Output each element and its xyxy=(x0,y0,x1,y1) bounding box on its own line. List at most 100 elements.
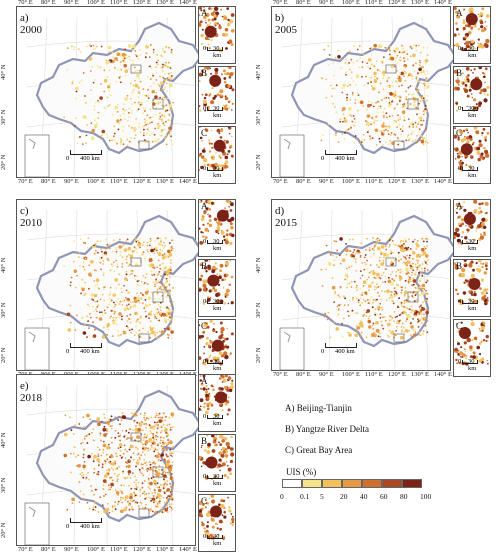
urban-dot xyxy=(168,46,171,49)
china-map xyxy=(24,384,208,546)
urban-dot xyxy=(382,259,385,262)
urban-dot xyxy=(201,215,205,219)
urban-dot xyxy=(165,311,168,313)
urban-dot xyxy=(153,140,155,142)
urban-dot xyxy=(409,103,412,105)
urban-dot xyxy=(403,57,405,59)
inset-map xyxy=(199,495,235,540)
lon-tick-label: 120° E xyxy=(133,546,151,553)
urban-dot xyxy=(73,46,76,49)
urban-dot xyxy=(204,73,208,77)
urban-dot xyxy=(407,139,410,141)
urban-dot xyxy=(155,424,158,426)
urban-dot xyxy=(465,357,468,360)
urban-dot xyxy=(134,299,138,304)
urban-dot xyxy=(122,497,124,500)
urban-dot xyxy=(92,44,95,47)
urban-dot xyxy=(368,247,371,249)
urban-dot xyxy=(72,452,75,455)
urban-dot xyxy=(98,287,100,290)
urban-dot xyxy=(136,292,138,295)
urban-dot xyxy=(395,120,398,123)
urban-dot xyxy=(167,327,170,330)
urban-dot xyxy=(419,134,421,137)
urban-dot xyxy=(346,119,348,122)
urban-dot xyxy=(155,436,157,439)
urban-dot xyxy=(224,354,229,360)
urban-dot xyxy=(411,284,413,286)
urban-dot xyxy=(346,267,348,270)
urban-dot xyxy=(468,164,472,169)
urban-dot xyxy=(222,499,226,503)
urban-dot xyxy=(218,25,222,30)
urban-dot xyxy=(403,326,405,329)
inset-letter: C xyxy=(201,128,208,138)
urban-dot xyxy=(228,132,231,135)
urban-dot xyxy=(223,510,226,514)
urban-dot xyxy=(410,47,413,50)
urban-dot xyxy=(379,313,382,316)
urban-dot xyxy=(208,150,212,153)
urban-dot xyxy=(480,357,485,361)
urban-dot xyxy=(159,416,162,419)
urban-dot xyxy=(365,120,367,122)
urban-dot xyxy=(119,434,122,437)
urban-dot xyxy=(213,23,215,25)
urban-dot xyxy=(153,252,156,255)
urban-dot xyxy=(172,483,174,485)
urban-dot xyxy=(133,492,136,495)
china-map xyxy=(279,209,463,371)
urban-dot xyxy=(122,108,125,111)
urban-dot xyxy=(97,99,99,102)
urban-dot xyxy=(135,325,138,328)
urban-dot xyxy=(134,278,137,281)
urban-dot xyxy=(169,485,172,488)
urban-dot xyxy=(117,419,119,421)
urban-dot xyxy=(87,303,89,306)
urban-dot xyxy=(136,486,139,489)
urban-dot xyxy=(170,249,173,252)
urban-dot xyxy=(460,159,462,162)
urban-dot xyxy=(166,483,169,486)
urban-dot xyxy=(122,112,125,115)
urban-dot xyxy=(107,484,110,487)
urban-dot xyxy=(390,318,393,321)
urban-dot xyxy=(389,239,391,241)
urban-dot xyxy=(214,67,219,72)
urban-dot xyxy=(210,142,213,145)
urban-dot xyxy=(483,43,488,47)
urban-dot xyxy=(122,452,125,455)
urban-dot xyxy=(125,273,128,276)
urban-dot xyxy=(169,428,172,431)
urban-dot xyxy=(412,262,414,265)
urban-dot xyxy=(227,201,231,204)
urban-dot xyxy=(147,479,150,481)
urban-dot xyxy=(122,129,124,132)
urban-dot xyxy=(135,44,137,47)
urban-dot xyxy=(152,74,155,77)
urban-dot xyxy=(373,252,375,255)
urban-dot xyxy=(476,146,481,151)
urban-dot xyxy=(151,140,154,143)
urban-dot xyxy=(120,138,122,140)
urban-dot xyxy=(87,237,90,239)
urban-dot xyxy=(149,336,151,339)
urban-dot xyxy=(473,238,476,242)
urban-dot xyxy=(69,416,71,419)
urban-dot xyxy=(412,53,416,58)
urban-dot xyxy=(92,299,95,301)
urban-dot xyxy=(224,33,229,37)
urban-dot xyxy=(408,308,411,311)
urban-dot xyxy=(232,524,234,526)
urban-dot xyxy=(401,51,403,54)
urban-dot xyxy=(155,317,158,320)
urban-dot xyxy=(202,157,208,163)
urban-dot xyxy=(201,217,205,221)
urban-dot xyxy=(91,65,94,68)
urban-dot xyxy=(354,261,357,264)
urban-dot xyxy=(161,449,163,451)
urban-dot xyxy=(404,311,407,314)
urban-dot xyxy=(161,81,163,84)
urban-dot xyxy=(92,334,97,338)
urban-dot xyxy=(424,324,427,327)
